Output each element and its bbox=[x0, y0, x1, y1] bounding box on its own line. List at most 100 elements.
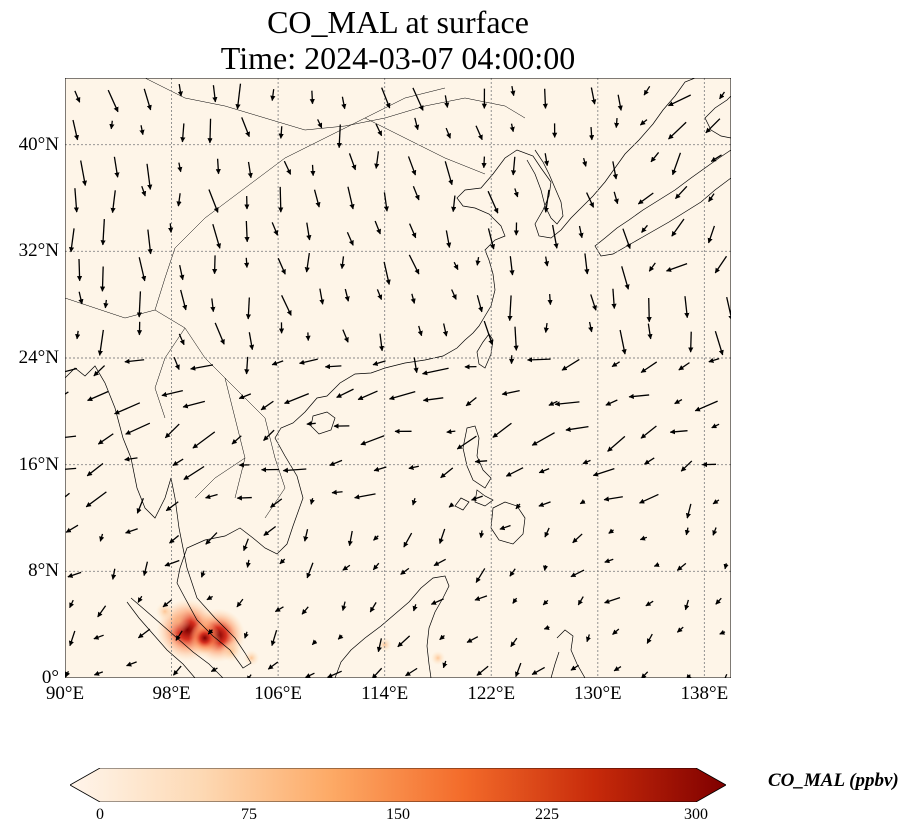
colorbar-svg bbox=[69, 767, 727, 803]
wind-arrow bbox=[309, 90, 315, 105]
wind-arrow bbox=[378, 333, 385, 352]
wind-arrow bbox=[270, 630, 278, 647]
wind-arrow bbox=[244, 257, 250, 268]
wind-arrow bbox=[65, 670, 71, 678]
wind-arrow bbox=[637, 192, 654, 205]
wind-arrow bbox=[726, 296, 731, 321]
wind-arrow bbox=[125, 528, 138, 534]
wind-arrow bbox=[445, 230, 452, 248]
wind-arrow bbox=[619, 329, 627, 355]
map-background bbox=[65, 78, 731, 678]
wind-arrow bbox=[685, 503, 692, 519]
wind-arrow bbox=[671, 218, 685, 237]
co-hotspot-2 bbox=[188, 622, 221, 654]
wind-arrow bbox=[125, 422, 151, 435]
wind-arrow bbox=[613, 191, 619, 205]
wind-arrow bbox=[212, 85, 218, 103]
wind-arrow bbox=[444, 161, 454, 186]
wind-arrow bbox=[538, 468, 550, 474]
wind-arrow bbox=[590, 87, 597, 105]
wind-arrow bbox=[337, 634, 344, 640]
wind-arrow bbox=[207, 628, 214, 635]
wind-arrow bbox=[169, 534, 180, 544]
wind-arrow bbox=[719, 629, 726, 635]
wind-arrow bbox=[499, 524, 511, 531]
wind-arrow bbox=[479, 530, 485, 539]
wind-arrow bbox=[417, 325, 423, 337]
lon-tick-label: 122°E bbox=[467, 683, 516, 704]
wind-arrow bbox=[180, 123, 186, 143]
wind-arrow bbox=[613, 666, 622, 672]
wind-arrow bbox=[248, 332, 255, 351]
wind-arrow bbox=[684, 296, 690, 319]
wind-arrow bbox=[283, 160, 292, 175]
wind-arrow bbox=[103, 299, 109, 309]
wind-arrow bbox=[310, 164, 316, 177]
wind-arrow bbox=[715, 597, 722, 605]
wind-arrow bbox=[653, 562, 660, 567]
wind-arrow bbox=[327, 670, 342, 678]
wind-arrow bbox=[515, 503, 521, 510]
wind-arrow bbox=[373, 535, 379, 541]
wind-arrow bbox=[278, 126, 284, 139]
mindanao-coastline bbox=[490, 501, 526, 545]
wind-arrow bbox=[585, 634, 591, 643]
wind-arrow bbox=[389, 390, 416, 401]
wind-arrow bbox=[69, 599, 75, 609]
wind-arrow bbox=[372, 360, 386, 366]
wind-arrow bbox=[344, 288, 350, 302]
wind-arrow bbox=[408, 464, 419, 470]
wind-arrow bbox=[306, 562, 314, 579]
wind-arrow bbox=[538, 501, 551, 507]
wind-arrow bbox=[212, 224, 222, 249]
wind-arrow bbox=[243, 631, 249, 639]
wind-arrow bbox=[114, 402, 141, 415]
wind-arrow bbox=[711, 423, 720, 429]
wind-arrow bbox=[448, 502, 455, 508]
wind-arrow bbox=[639, 535, 648, 541]
wind-arrow bbox=[588, 126, 595, 141]
wind-arrow bbox=[694, 400, 718, 412]
wind-arrow bbox=[639, 119, 648, 126]
wind-arrow bbox=[640, 671, 649, 678]
wind-arrow bbox=[678, 362, 690, 371]
wind-arrow bbox=[348, 153, 357, 171]
wind-arrow bbox=[712, 527, 718, 536]
lon-tick-label: 114°E bbox=[361, 683, 409, 704]
wind-arrow bbox=[263, 526, 277, 536]
wind-arrow bbox=[319, 288, 325, 305]
wind-arrow bbox=[200, 570, 206, 578]
wind-arrow bbox=[324, 363, 342, 370]
wind-arrow bbox=[405, 667, 418, 677]
wind-arrow bbox=[438, 528, 446, 544]
colorbar-bar bbox=[69, 767, 727, 803]
wind-arrow bbox=[238, 393, 252, 400]
lat-tick-label: 32°N bbox=[18, 240, 59, 262]
wind-arrow bbox=[342, 329, 349, 343]
wind-arrow bbox=[75, 330, 81, 340]
wind-arrow bbox=[471, 495, 483, 501]
wind-arrow bbox=[87, 390, 109, 402]
wind-arrow bbox=[374, 151, 380, 169]
wind-arrow bbox=[671, 152, 682, 176]
wind-arrow bbox=[347, 186, 355, 210]
wind-arrow bbox=[139, 125, 145, 136]
wind-arrow bbox=[313, 189, 321, 208]
wind-arrow bbox=[487, 190, 499, 214]
wind-arrow bbox=[306, 421, 316, 427]
wind-arrow bbox=[73, 188, 79, 213]
wind-arrow bbox=[67, 571, 82, 578]
wind-arrow bbox=[590, 294, 597, 311]
wind-arrow bbox=[241, 117, 250, 138]
wind-arrow bbox=[231, 435, 242, 445]
wind-arrow bbox=[572, 533, 583, 544]
wind-arrow bbox=[271, 360, 284, 366]
wind-arrow bbox=[456, 435, 477, 450]
wind-arrow bbox=[648, 262, 656, 272]
wind-arrow bbox=[641, 224, 648, 233]
lat-tick-label: 0° bbox=[41, 667, 59, 688]
wind-arrow bbox=[68, 630, 76, 647]
concentration-layer bbox=[155, 599, 446, 667]
wind-arrow bbox=[180, 289, 188, 311]
wind-arrow bbox=[210, 298, 216, 313]
